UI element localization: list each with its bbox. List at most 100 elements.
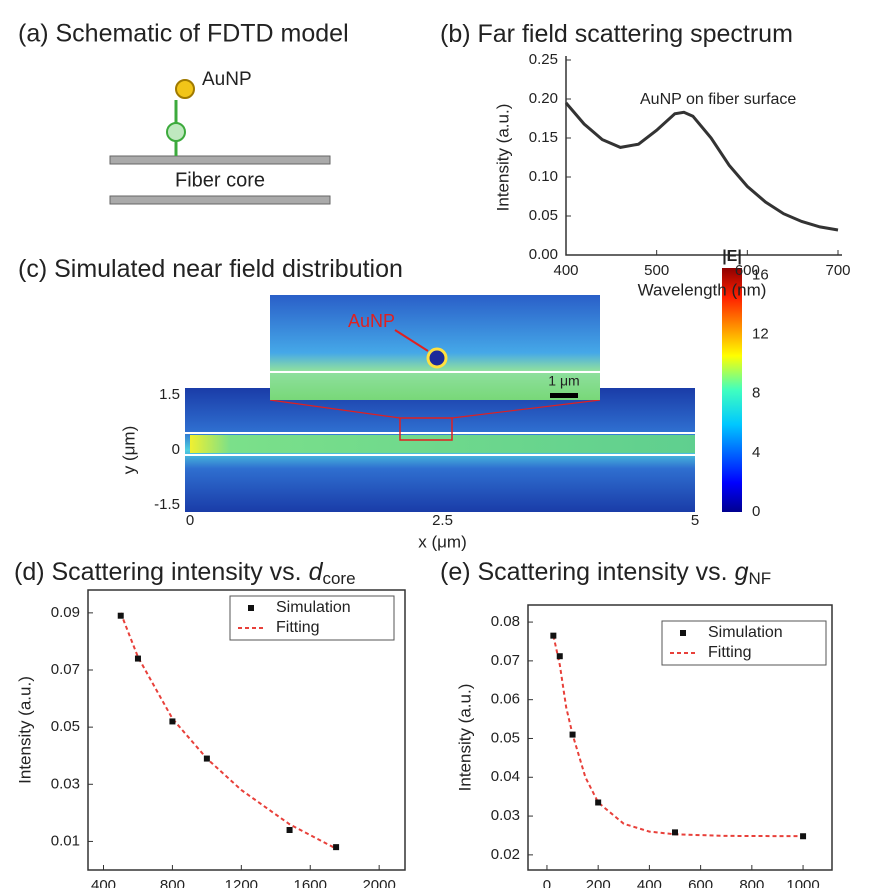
title-text: (e) Scattering intensity vs. [440, 558, 735, 586]
x-tick-label: 5 [691, 512, 699, 529]
panel-title: (c) Simulated near field distribution [18, 255, 403, 283]
data-point [550, 632, 557, 639]
colorbar-tick-label: 0 [752, 503, 760, 520]
y-tick-label: 0.08 [491, 613, 520, 630]
panel-title: (d) Scattering intensity vs. dcore [14, 558, 356, 589]
y-tick-label: 0.03 [51, 775, 80, 792]
axis-frame [565, 56, 842, 256]
legend-box [229, 595, 395, 641]
legend-label: Simulation [708, 624, 783, 641]
fiber-bottom-edge [109, 195, 331, 205]
linker-node [166, 122, 186, 142]
title-symbol: g [735, 558, 749, 586]
colorbar [722, 268, 742, 512]
y-tick-label: 0.07 [491, 652, 520, 669]
data-point [169, 718, 176, 725]
x-axis-label: Wavelength (nm) [638, 280, 767, 299]
x-tick-label: 1000 [786, 877, 819, 888]
y-tick-label: 0.10 [529, 168, 558, 185]
data-point [569, 731, 576, 738]
title-subscript: NF [748, 569, 771, 588]
panel-title: (b) Far field scattering spectrum [440, 20, 793, 48]
panel-title: (e) Scattering intensity vs. gNF [440, 558, 771, 589]
x-tick-label: 800 [160, 877, 185, 888]
title-subscript: core [322, 569, 355, 588]
y-tick-label: 0.00 [529, 246, 558, 263]
y-tick-label: 0.02 [491, 846, 520, 863]
colorbar-tick-label: 12 [752, 326, 769, 343]
y-tick-label: 1.5 [159, 386, 180, 403]
y-tick-label: 0 [172, 441, 180, 458]
y-tick-label: 0.25 [529, 51, 558, 68]
legend-marker [680, 630, 686, 636]
x-tick-label: 800 [739, 877, 764, 888]
x-tick-label: 0 [186, 512, 194, 529]
colorbar-tick-label: 16 [752, 266, 769, 283]
data-point [556, 653, 563, 660]
legend-label: Simulation [276, 599, 351, 616]
x-tick-label: 500 [644, 262, 669, 279]
data-point [672, 829, 679, 836]
x-tick-label: 2.5 [432, 512, 453, 529]
title-text: (b) Far field scattering spectrum [440, 20, 793, 48]
y-tick-label: 0.05 [529, 207, 558, 224]
fit-line [552, 635, 804, 838]
axis-frame [527, 604, 833, 871]
y-tick-label: 0.06 [491, 691, 520, 708]
x-axis-label: x (μm) [418, 532, 467, 551]
legend-marker [248, 605, 254, 611]
y-tick-label: -1.5 [154, 496, 180, 513]
data-point [800, 833, 807, 840]
x-tick-label: 2000 [362, 877, 395, 888]
colorbar-label: |E| [722, 248, 742, 265]
x-tick-label: 200 [586, 877, 611, 888]
colorbar-tick-label: 4 [752, 444, 760, 461]
spectrum-line [564, 101, 839, 232]
fiber-top-edge [109, 155, 331, 165]
data-point [333, 844, 340, 851]
y-tick-label: 0.20 [529, 90, 558, 107]
y-axis-label: Intensity (a.u.) [493, 104, 512, 212]
y-tick-label: 0.04 [491, 768, 520, 785]
x-tick-label: 400 [91, 877, 116, 888]
y-tick-label: 0.09 [51, 604, 80, 621]
inset-particle [426, 347, 448, 369]
annotation: AuNP on fiber surface [640, 91, 796, 108]
inset-map [270, 295, 600, 400]
x-tick-label: 1600 [294, 877, 327, 888]
core-field [190, 435, 695, 453]
data-point [203, 755, 210, 762]
y-tick-label: 0.05 [491, 729, 520, 746]
annotation: AuNP [348, 311, 395, 331]
particle-label: AuNP [202, 69, 252, 90]
x-tick-label: 600 [688, 877, 713, 888]
data-point [595, 799, 602, 806]
y-axis-label: Intensity (a.u.) [455, 684, 474, 792]
zoom-box [399, 417, 453, 441]
data-point [117, 612, 124, 619]
axis-frame [87, 589, 406, 871]
y-tick-label: 0.15 [529, 129, 558, 146]
fit-line [119, 612, 337, 850]
y-axis-label: Intensity (a.u.) [15, 676, 34, 784]
y-tick-label: 0.03 [491, 807, 520, 824]
core-label: Fiber core [175, 169, 265, 191]
legend-box [661, 620, 827, 666]
x-tick-label: 700 [825, 262, 850, 279]
x-tick-label: 600 [735, 262, 760, 279]
data-point [286, 827, 293, 833]
legend-label: Fitting [708, 644, 752, 661]
x-tick-label: 400 [553, 262, 578, 279]
y-tick-label: 0.07 [51, 661, 80, 678]
x-tick-label: 400 [637, 877, 662, 888]
x-tick-label: 0 [543, 877, 551, 888]
x-tick-label: 1200 [225, 877, 258, 888]
data-point [134, 655, 141, 662]
zoom-line [451, 399, 601, 419]
gold-nanoparticle [175, 79, 195, 99]
title-text: (d) Scattering intensity vs. [14, 558, 309, 586]
y-tick-label: 0.01 [51, 832, 80, 849]
title-text: (c) Simulated near field distribution [18, 255, 403, 283]
y-axis-label: y (μm) [119, 426, 138, 475]
